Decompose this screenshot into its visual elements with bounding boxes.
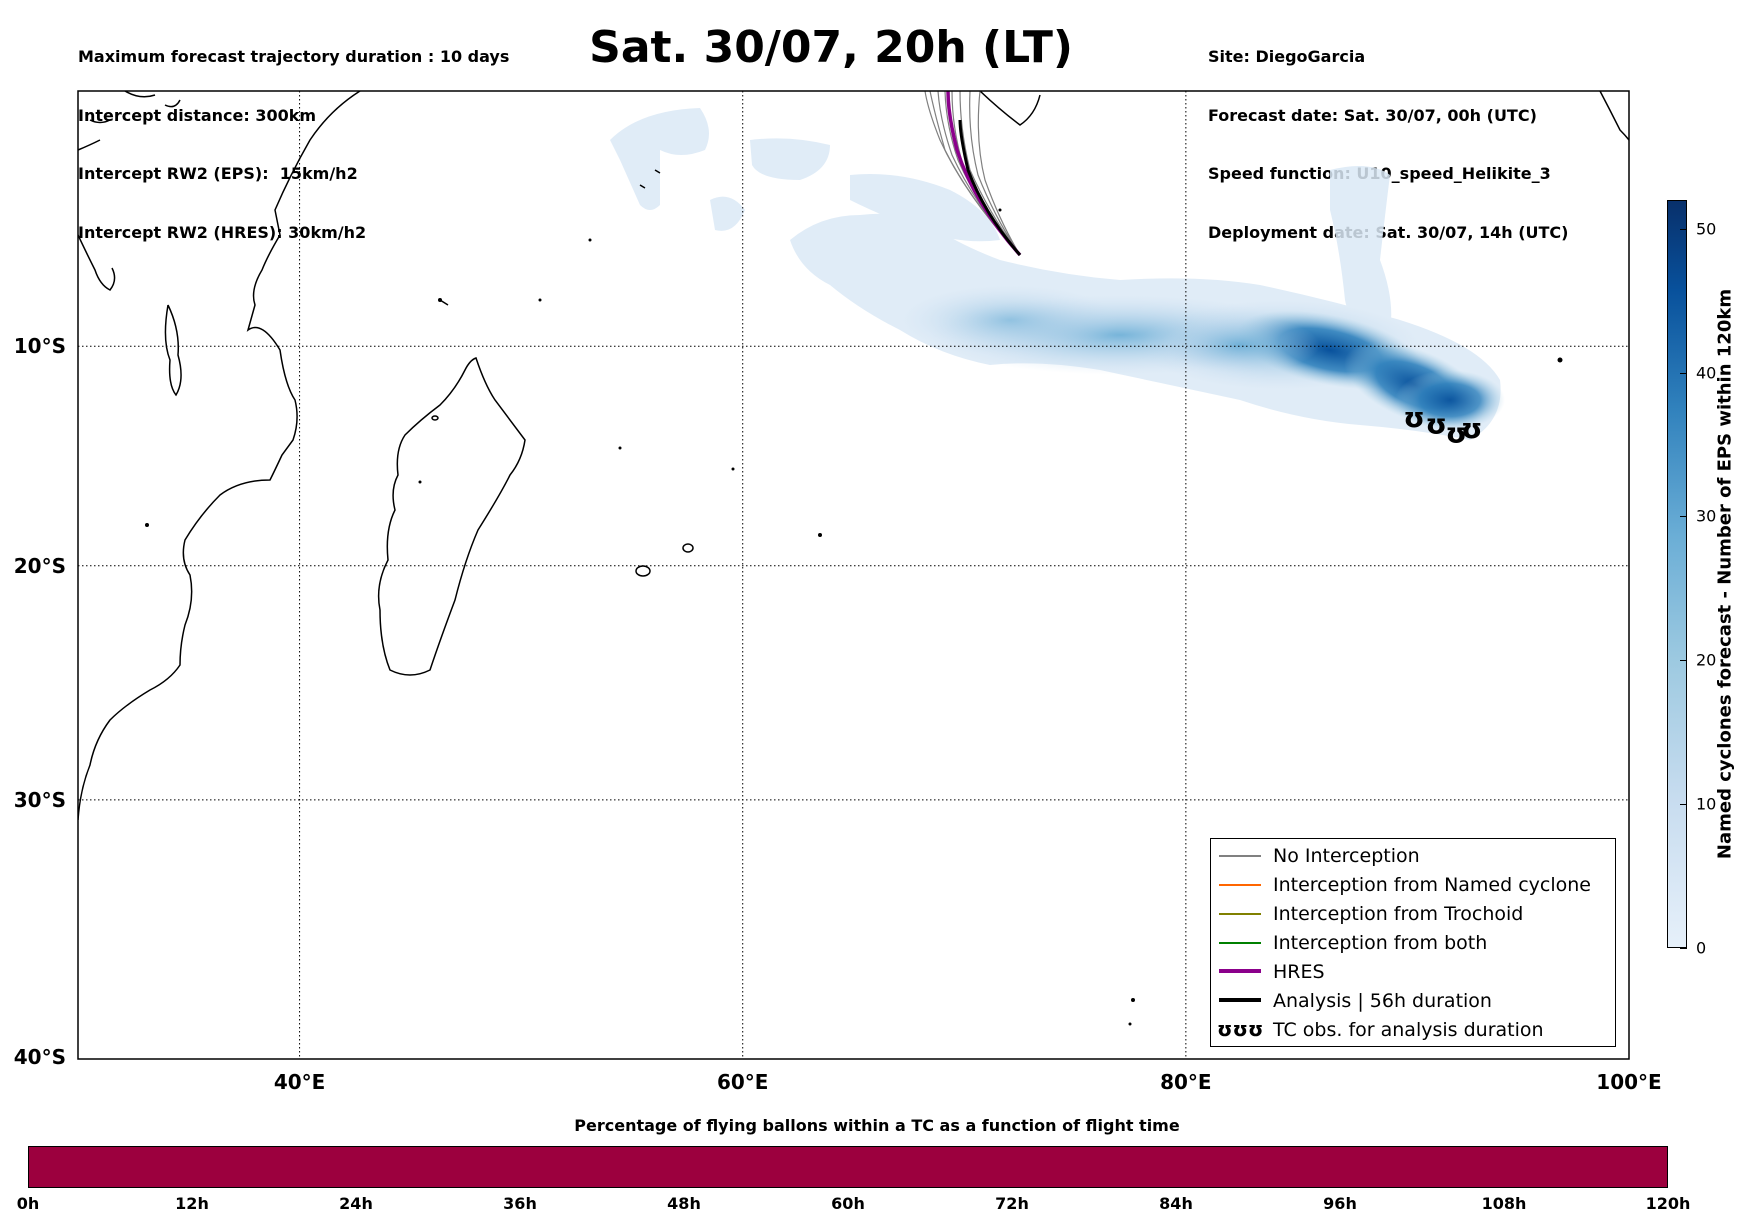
colorbar-title: Named cyclones forecast - Number of EPS … [1714,288,1736,860]
africa-coast [78,91,361,821]
longitude-tick-label: 80°E [1160,1070,1212,1094]
africa-horn [78,234,116,291]
legend-item: Analysis | 56h duration [1211,986,1615,1014]
map-title-text: Sat. 30/07, 20h (LT) [589,22,1073,73]
header-right: Site: DiegoGarcia Forecast date: Sat. 30… [1208,8,1568,262]
africa-lake [164,304,182,397]
tc-observation-marker: ʊ [1425,408,1447,441]
trajectory-no-interception [959,91,1021,256]
legend-item: HRES [1211,957,1615,985]
mauritius-islet [431,415,439,421]
legend-item: Interception from Named cyclone [1211,870,1615,898]
latitude-tick-label: 30°S [13,787,66,812]
legend-swatch [1219,969,1261,973]
legend-swatch [1219,998,1261,1002]
header-line: Intercept distance: 300km [78,105,317,125]
india-tip [979,91,1041,126]
colorbar [1667,200,1687,948]
colorbar-tick [1680,372,1687,374]
legend-label: HRES [1273,961,1325,983]
colorbar-tick-label: 30 [1696,506,1717,526]
colorbar-tick [1680,948,1687,949]
colorbar-tick [1680,228,1687,230]
legend-item: No Interception [1211,841,1615,869]
trajectory-no-interception [969,91,1021,256]
legend-label: Analysis | 56h duration [1273,990,1492,1012]
map-grid [78,91,1629,1059]
tc-observation-marker: ʊ [1461,412,1483,445]
mauritius [635,565,651,577]
legend-swatch [1219,855,1261,857]
header-line: Intercept RW2 (EPS): 15km/h2 [78,164,358,183]
colorbar-tick [1680,804,1687,806]
arabia-coast [124,91,181,108]
small-islands [145,208,1563,1026]
legend-item: ʊʊʊ TC obs. for analysis duration [1211,1015,1615,1043]
tc-symbol-icon: ʊʊʊ [1217,1017,1264,1041]
map-title: Sat. 30/07, 20h (LT) [0,22,1754,73]
flight-time-label: 84h [1159,1194,1193,1213]
header-left: Maximum forecast trajectory duration : 1… [78,8,509,262]
tc-observation-marker: ʊ [1445,416,1467,449]
colorbar-tick-label: 10 [1696,794,1717,814]
trajectory-analysis [958,119,1022,256]
flight-bar-title: Percentage of flying ballons within a TC… [574,1116,1180,1135]
legend-swatch [1219,884,1261,886]
latitude-tick-label: 40°S [13,1045,66,1069]
legend-label: TC obs. for analysis duration [1273,1019,1544,1041]
longitude-tick-label: 40°E [273,1070,326,1094]
legend-swatch [1219,942,1261,944]
colorbar-tick-label: 20 [1696,650,1717,670]
coastlines [78,91,1629,821]
flight-time-label: 120h [1645,1194,1691,1213]
flight-time-label: 60h [831,1194,865,1213]
header-line: Maximum forecast trajectory duration : 1… [78,47,510,66]
header-line: Site: DiegoGarcia [1208,47,1366,66]
colorbar-tick-label: 40 [1696,363,1717,383]
map-legend: No Interception Interception from Named … [1210,838,1616,1047]
map-plot-area: ʊ ʊʊʊ [78,91,1629,1059]
flight-time-label: 12h [175,1194,209,1213]
longitude-tick-label: 100°E [1596,1070,1662,1094]
legend-label: Interception from both [1273,932,1488,954]
trajectory-bundle [924,91,1022,257]
sumatra-tip [1599,91,1629,141]
madagascar [377,357,526,676]
map-frame [77,90,1630,1060]
flight-time-label: 108h [1481,1194,1527,1213]
flight-time-label: 96h [1323,1194,1357,1213]
cyclone-density-core [1160,310,1505,430]
legend-item: Interception from Trochoid [1211,899,1615,927]
tc-observations: ʊ ʊʊʊ [1403,401,1482,449]
trajectory-no-interception [977,91,1021,256]
legend-label: No Interception [1273,845,1420,867]
legend-item: Interception from both [1211,928,1615,956]
somalia-north [78,119,111,151]
islands-seychelles [439,169,661,306]
header-line: Intercept RW2 (HRES): 30km/h2 [78,222,367,242]
flight-time-label: 24h [339,1194,373,1213]
flight-time-label: 0h [16,1194,40,1213]
colorbar-tick [1680,660,1687,662]
legend-swatch [1219,913,1261,915]
colorbar-tick [1680,516,1687,518]
legend-label: Interception from Trochoid [1273,903,1524,925]
header-line: Forecast date: Sat. 30/07, 00h (UTC) [1208,105,1537,125]
flight-time-label: 72h [995,1194,1029,1213]
latitude-tick-label: 10°S [13,334,66,359]
latitude-tick-label: 20°S [13,553,66,578]
flight-time-bar [28,1146,1668,1188]
legend-label: Interception from Named cyclone [1273,874,1591,896]
colorbar-tick-label: 50 [1696,219,1717,239]
colorbar-tick-label: 0 [1696,938,1707,958]
longitude-tick-label: 60°E [716,1070,769,1094]
tc-observation-marker: ʊ [1403,401,1425,434]
flight-time-label: 48h [667,1194,701,1213]
flight-time-label: 36h [503,1194,537,1213]
reunion [682,543,694,553]
